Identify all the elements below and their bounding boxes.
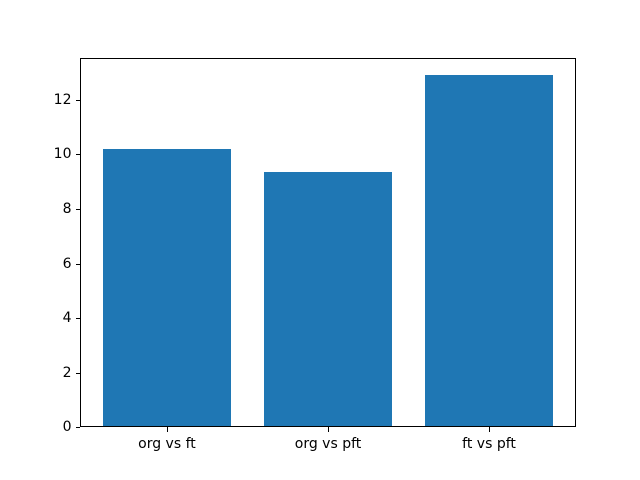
x-tick-mark [489,427,491,432]
y-tick-mark [75,208,80,210]
y-tick-label: 12 [53,91,72,108]
x-tick-label: ft vs pft [462,435,516,452]
x-tick-mark [166,427,168,432]
x-tick-label: org vs ft [138,435,196,452]
x-tick-label: org vs pft [294,435,362,452]
y-tick-label: 2 [62,364,72,381]
y-tick-mark [75,372,80,374]
y-tick-mark [75,154,80,156]
y-tick-mark [75,99,80,101]
bar-ft-vs-pft [424,75,554,427]
bar-org-vs-pft [263,172,393,427]
y-tick-mark [75,263,80,265]
y-tick-label: 0 [62,419,72,436]
y-tick-label: 4 [62,310,72,327]
x-tick-mark [328,427,329,432]
y-tick-mark [75,318,80,320]
y-tick-label: 6 [62,255,72,272]
y-tick-label: 10 [53,146,72,163]
y-tick-mark [75,427,80,429]
bar-org-vs-ft [102,148,232,427]
y-tick-label: 8 [62,200,72,217]
